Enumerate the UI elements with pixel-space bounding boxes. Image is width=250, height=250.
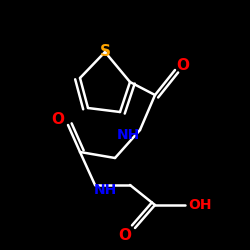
Text: NH: NH (116, 128, 140, 142)
Text: O: O (176, 58, 190, 72)
Text: S: S (100, 44, 110, 60)
Text: O: O (52, 112, 64, 128)
Text: O: O (118, 228, 132, 244)
Text: NH: NH (94, 183, 116, 197)
Text: OH: OH (188, 198, 212, 212)
